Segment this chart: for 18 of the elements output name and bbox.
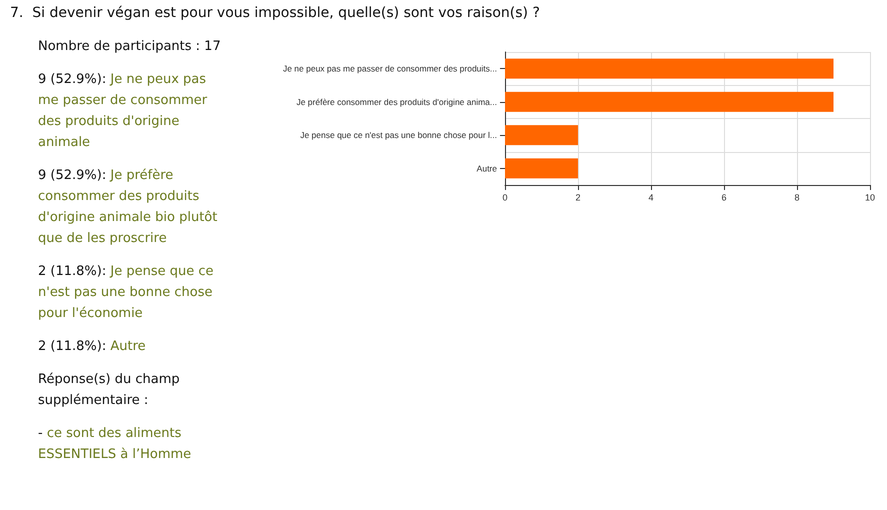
y-tick-label: Je pense que ce n'est pas une bonne chose pour l... xyxy=(300,130,497,140)
y-tick-label: Je préfère consommer des produits d'origine anima... xyxy=(296,96,497,107)
x-tick-label: 2 xyxy=(575,192,581,202)
x-tick-label: 10 xyxy=(864,192,876,202)
x-tick-label: 4 xyxy=(648,192,654,202)
x-tick-label: 0 xyxy=(502,192,508,202)
text: Nombre de participants : 17 xyxy=(38,38,222,56)
text: 9 (52.9%): Je ne peux pas me passer de consommer des produits d'origine animale xyxy=(38,72,208,150)
text: - ce sont des aliments ESSENTIELS à l’Homme xyxy=(38,426,192,462)
x-tick-label: 6 xyxy=(721,192,727,202)
text: 9 (52.9%): Je préfère consommer des produits d'origine animale bio plutôt que de les proscrire xyxy=(38,168,218,246)
x-tick-label: 8 xyxy=(794,192,800,202)
text: 7. Si devenir végan est pour vous impossible, quelle(s) sont vos raison(s) ? xyxy=(10,5,540,21)
y-tick-label: Je ne peux pas me passer de consommer des produits... xyxy=(282,64,497,74)
text: 2 (11.8%): Autre xyxy=(38,339,146,354)
text: 2 (11.8%): Je pense que ce n'est pas une bonne chose pour l'économie xyxy=(38,264,214,321)
text: Réponse(s) du champ supplémentaire : xyxy=(38,371,181,410)
y-tick-label: Autre xyxy=(476,163,498,174)
